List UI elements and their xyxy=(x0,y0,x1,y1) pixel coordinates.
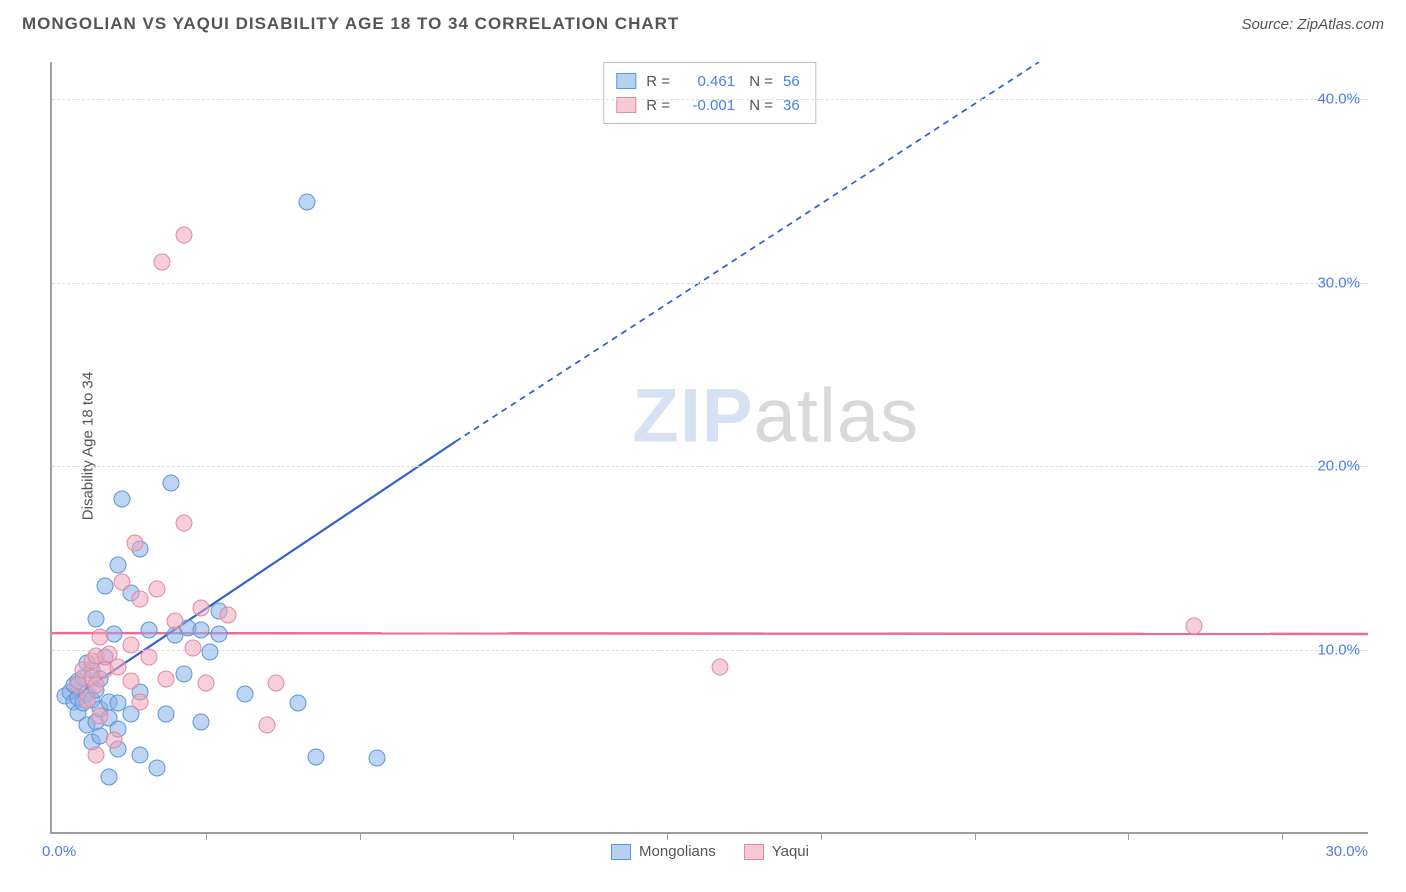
scatter-point-mongolians xyxy=(149,759,166,776)
scatter-point-yaqui xyxy=(140,649,157,666)
scatter-point-yaqui xyxy=(153,254,170,271)
legend: Mongolians Yaqui xyxy=(611,843,809,860)
x-tick-mark xyxy=(821,832,822,840)
stats-r-value-mongolians: 0.461 xyxy=(680,73,735,90)
y-tick-label: 10.0% xyxy=(1317,642,1360,659)
x-axis-max-label: 30.0% xyxy=(1325,843,1368,860)
stats-row-yaqui: R = -0.001 N = 36 xyxy=(616,93,799,117)
scatter-point-yaqui xyxy=(123,673,140,690)
scatter-point-yaqui xyxy=(711,658,728,675)
y-tick-label: 20.0% xyxy=(1317,458,1360,475)
scatter-point-yaqui xyxy=(175,515,192,532)
scatter-point-mongolians xyxy=(96,577,113,594)
scatter-point-mongolians xyxy=(290,695,307,712)
gridline xyxy=(52,466,1368,467)
gridline xyxy=(52,650,1368,651)
watermark-bold: ZIP xyxy=(632,374,753,459)
scatter-point-yaqui xyxy=(175,226,192,243)
scatter-plot-area: ZIPatlas R = 0.461 N = 56 R = -0.001 N =… xyxy=(50,62,1368,834)
scatter-point-yaqui xyxy=(123,636,140,653)
scatter-point-yaqui xyxy=(79,691,96,708)
scatter-point-yaqui xyxy=(1186,618,1203,635)
scatter-point-mongolians xyxy=(109,557,126,574)
scatter-point-yaqui xyxy=(114,574,131,591)
scatter-point-mongolians xyxy=(237,686,254,703)
y-tick-label: 40.0% xyxy=(1317,90,1360,107)
scatter-point-mongolians xyxy=(175,665,192,682)
y-tick-label: 30.0% xyxy=(1317,274,1360,291)
watermark-rest: atlas xyxy=(754,374,920,459)
watermark: ZIPatlas xyxy=(632,373,919,460)
scatter-point-yaqui xyxy=(105,732,122,749)
scatter-point-mongolians xyxy=(114,491,131,508)
scatter-point-yaqui xyxy=(193,599,210,616)
scatter-point-mongolians xyxy=(307,748,324,765)
scatter-point-mongolians xyxy=(140,621,157,638)
stats-row-mongolians: R = 0.461 N = 56 xyxy=(616,69,799,93)
stats-swatch-mongolians xyxy=(616,73,636,89)
legend-swatch-yaqui xyxy=(744,844,764,860)
legend-swatch-mongolians xyxy=(611,844,631,860)
legend-label-yaqui: Yaqui xyxy=(772,843,809,860)
scatter-point-yaqui xyxy=(87,676,104,693)
scatter-point-mongolians xyxy=(87,610,104,627)
trend-lines xyxy=(52,62,1368,832)
scatter-point-yaqui xyxy=(149,581,166,598)
x-tick-mark xyxy=(206,832,207,840)
scatter-point-yaqui xyxy=(197,675,214,692)
x-axis-min-label: 0.0% xyxy=(42,843,76,860)
scatter-point-mongolians xyxy=(210,625,227,642)
stats-r-label: R = xyxy=(646,73,670,90)
scatter-point-yaqui xyxy=(158,671,175,688)
x-tick-mark xyxy=(667,832,668,840)
scatter-point-yaqui xyxy=(167,612,184,629)
scatter-point-yaqui xyxy=(127,535,144,552)
legend-label-mongolians: Mongolians xyxy=(639,843,716,860)
chart-title: MONGOLIAN VS YAQUI DISABILITY AGE 18 TO … xyxy=(22,14,679,34)
scatter-point-yaqui xyxy=(184,640,201,657)
legend-item-mongolians: Mongolians xyxy=(611,843,716,860)
stats-box: R = 0.461 N = 56 R = -0.001 N = 36 xyxy=(603,62,816,124)
stats-n-label: N = xyxy=(745,73,773,90)
x-tick-mark xyxy=(513,832,514,840)
scatter-point-yaqui xyxy=(131,693,148,710)
scatter-point-mongolians xyxy=(101,768,118,785)
scatter-point-yaqui xyxy=(131,590,148,607)
scatter-point-yaqui xyxy=(259,717,276,734)
source-attribution: Source: ZipAtlas.com xyxy=(1241,16,1384,33)
scatter-point-yaqui xyxy=(92,708,109,725)
gridline xyxy=(52,283,1368,284)
x-tick-mark xyxy=(1128,832,1129,840)
scatter-point-yaqui xyxy=(109,658,126,675)
x-tick-mark xyxy=(1282,832,1283,840)
scatter-point-yaqui xyxy=(87,746,104,763)
stats-n-value-mongolians: 56 xyxy=(783,73,800,90)
scatter-point-mongolians xyxy=(298,193,315,210)
x-tick-mark xyxy=(975,832,976,840)
scatter-point-mongolians xyxy=(162,474,179,491)
scatter-point-mongolians xyxy=(202,643,219,660)
scatter-point-mongolians xyxy=(193,713,210,730)
scatter-point-yaqui xyxy=(92,629,109,646)
scatter-point-mongolians xyxy=(158,706,175,723)
scatter-point-yaqui xyxy=(219,607,236,624)
scatter-point-yaqui xyxy=(268,675,285,692)
scatter-point-mongolians xyxy=(193,621,210,638)
legend-item-yaqui: Yaqui xyxy=(744,843,809,860)
x-tick-mark xyxy=(360,832,361,840)
gridline xyxy=(52,99,1368,100)
scatter-point-mongolians xyxy=(369,750,386,767)
scatter-point-mongolians xyxy=(131,746,148,763)
